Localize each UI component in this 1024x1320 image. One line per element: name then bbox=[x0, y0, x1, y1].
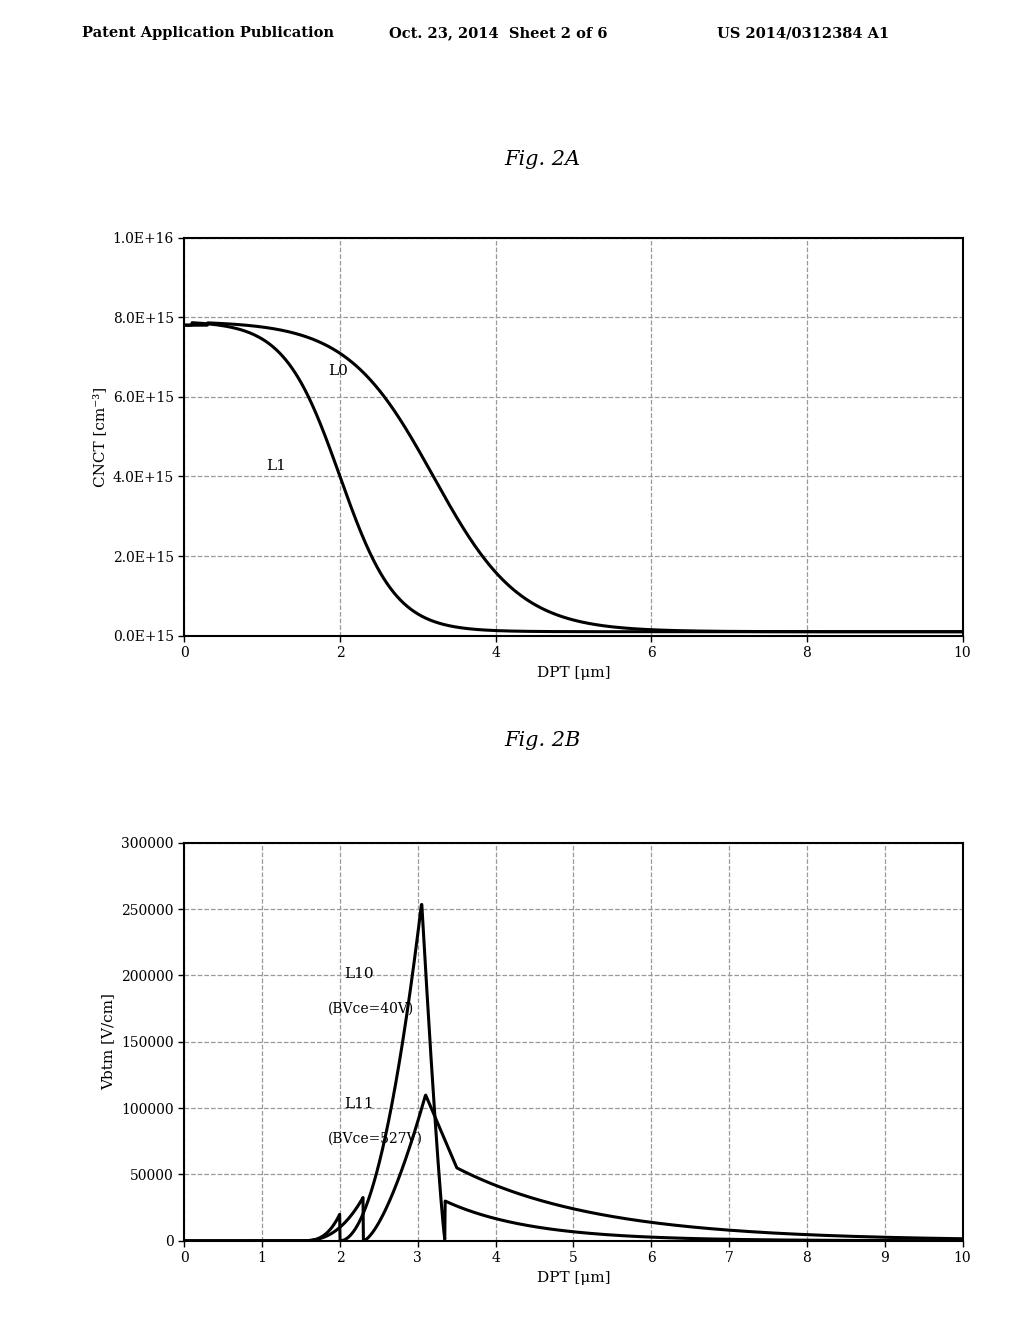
Text: Patent Application Publication: Patent Application Publication bbox=[82, 26, 334, 41]
Y-axis label: CNCT [cm⁻³]: CNCT [cm⁻³] bbox=[93, 387, 108, 487]
Text: US 2014/0312384 A1: US 2014/0312384 A1 bbox=[717, 26, 889, 41]
Text: (BVce=527V): (BVce=527V) bbox=[329, 1131, 423, 1146]
Text: Fig. 2A: Fig. 2A bbox=[505, 150, 581, 169]
Text: L0: L0 bbox=[329, 364, 348, 378]
Y-axis label: Vbtm [V/cm]: Vbtm [V/cm] bbox=[101, 994, 116, 1090]
Text: (BVce=40V): (BVce=40V) bbox=[329, 1002, 415, 1015]
Text: Oct. 23, 2014  Sheet 2 of 6: Oct. 23, 2014 Sheet 2 of 6 bbox=[389, 26, 607, 41]
Text: L1: L1 bbox=[266, 459, 286, 474]
Text: Fig. 2B: Fig. 2B bbox=[505, 731, 581, 750]
Text: L11: L11 bbox=[344, 1097, 374, 1111]
Text: L10: L10 bbox=[344, 968, 374, 981]
X-axis label: DPT [μm]: DPT [μm] bbox=[537, 665, 610, 680]
X-axis label: DPT [μm]: DPT [μm] bbox=[537, 1271, 610, 1284]
